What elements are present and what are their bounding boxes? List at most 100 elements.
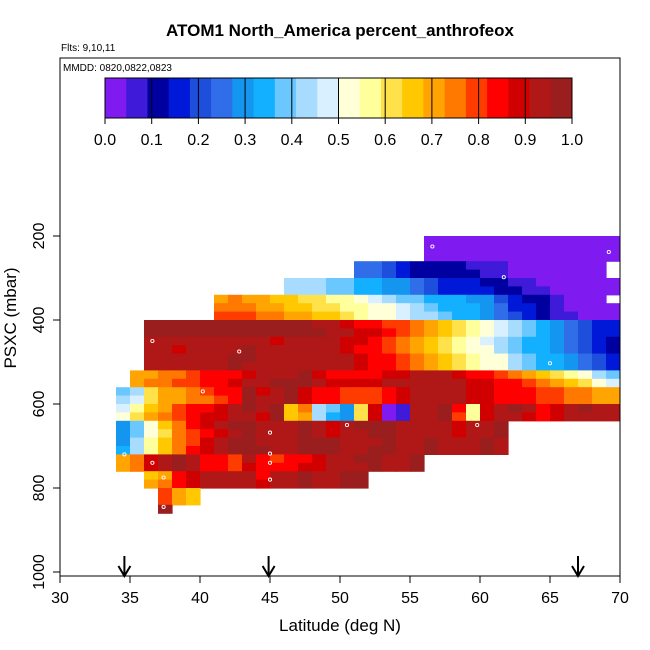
heatmap-cell [382, 412, 397, 422]
heatmap-cell [620, 370, 635, 379]
heatmap-cell [340, 303, 355, 313]
heatmap-cell [480, 320, 495, 329]
heatmap-cell [494, 236, 509, 245]
heatmap-cell [228, 311, 243, 321]
heatmap-cell [312, 420, 327, 430]
heatmap-cell [298, 471, 313, 481]
heatmap-cell [564, 236, 579, 245]
heatmap-cell [396, 404, 411, 413]
heatmap-cell [536, 252, 551, 262]
heatmap-cell [480, 362, 495, 371]
heatmap-cell [186, 412, 201, 422]
heatmap-cell [256, 471, 271, 481]
heatmap-cell [186, 404, 201, 413]
heatmap-cell [606, 278, 620, 287]
heatmap-cell [466, 278, 481, 287]
heatmap-cell [592, 311, 607, 321]
heatmap-cell [242, 395, 257, 405]
heatmap-cell [228, 320, 243, 329]
heatmap-cell [214, 336, 229, 346]
heatmap-cell [368, 429, 383, 439]
heatmap-cell [326, 454, 341, 464]
heatmap-cell [368, 303, 383, 313]
heatmap-cell [326, 286, 341, 296]
heatmap-cell [312, 378, 327, 388]
heatmap-cell [466, 345, 481, 355]
heatmap-cell [480, 311, 495, 321]
heatmap-cell [410, 320, 425, 329]
heatmap-cell [592, 269, 607, 279]
heatmap-cell [494, 286, 509, 296]
heatmap-cell [410, 303, 425, 313]
heatmap-cell [298, 294, 313, 304]
heatmap-cell [242, 311, 257, 321]
heatmap-cell [284, 437, 299, 447]
heatmap-cell [116, 404, 131, 413]
heatmap-cell [228, 479, 243, 489]
heatmap-cell [424, 244, 439, 254]
heatmap-cell [270, 395, 285, 405]
heatmap-cell [200, 320, 215, 329]
heatmap-cell [298, 362, 313, 371]
heatmap-cell [410, 412, 425, 422]
colorbar-segment [274, 78, 297, 118]
heatmap-cell [508, 286, 523, 296]
heatmap-cell [410, 420, 425, 430]
heatmap-cell [340, 278, 355, 287]
heatmap-cell [396, 303, 411, 313]
heatmap-cell [424, 269, 439, 279]
heatmap-cell [480, 286, 495, 296]
heatmap-cell [438, 345, 453, 355]
heatmap-cell [270, 311, 285, 321]
colorbar-tick-label: 0.3 [234, 132, 256, 149]
heatmap-cell [368, 370, 383, 380]
heatmap-cell [368, 412, 383, 422]
heatmap-cell [550, 336, 565, 346]
heatmap-cell [438, 294, 453, 304]
heatmap-cell [438, 303, 453, 313]
heatmap-cell [564, 395, 579, 405]
heatmap-cell [368, 278, 383, 287]
x-tick-label: 40 [191, 590, 209, 607]
heatmap-cell [298, 311, 313, 321]
x-tick-label: 60 [471, 590, 489, 607]
heatmap-cell [354, 328, 369, 338]
heatmap-cell [228, 303, 243, 313]
heatmap-cell [270, 412, 285, 422]
heatmap-cell [270, 387, 285, 397]
heatmap-cell [256, 412, 271, 422]
heatmap-cell [354, 395, 369, 405]
colorbar-segment [105, 78, 127, 118]
heatmap-cell [298, 278, 313, 287]
heatmap-cell [284, 420, 299, 430]
heatmap-cell [242, 370, 257, 380]
heatmap-cell [256, 353, 271, 363]
heatmap-cell [326, 362, 341, 371]
heatmap-cell [620, 387, 635, 396]
heatmap-cell [158, 446, 173, 455]
heatmap-cell [284, 336, 299, 346]
heatmap-cell [172, 471, 187, 481]
heatmap-cell [494, 370, 509, 380]
heatmap-cell [256, 437, 271, 447]
heatmap-cell [508, 320, 523, 329]
heatmap-cell [424, 278, 439, 287]
heatmap-cell [634, 370, 649, 379]
heatmap-cell [284, 370, 299, 380]
heatmap-cell [536, 345, 551, 355]
colorbar-segment [487, 78, 509, 118]
heatmap-cell [578, 370, 593, 380]
heatmap-cell [228, 454, 243, 464]
heatmap-cell [298, 412, 313, 422]
heatmap-cell [242, 362, 257, 371]
heatmap-cell [592, 278, 607, 287]
heatmap-cell [214, 429, 229, 439]
y-tick-label: 600 [31, 391, 48, 418]
heatmap-cell [326, 387, 341, 397]
heatmap-cell [578, 395, 593, 405]
heatmap-cell [438, 311, 453, 321]
heatmap-cell [172, 378, 187, 388]
heatmap-cell [172, 404, 187, 413]
heatmap-cell [144, 412, 159, 422]
heatmap-cell [340, 311, 355, 321]
